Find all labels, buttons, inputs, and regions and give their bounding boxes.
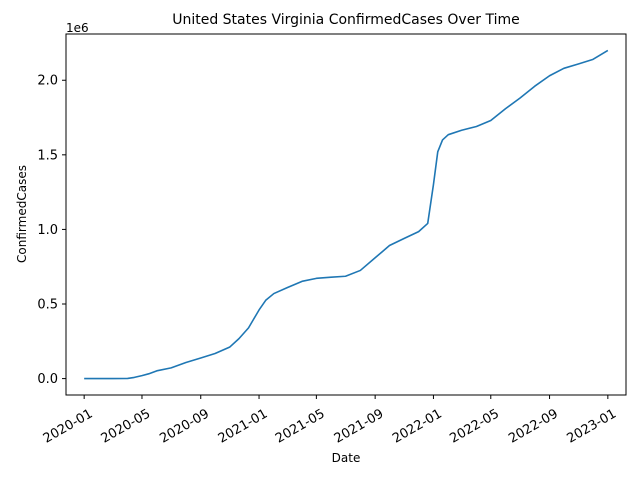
x-tick-label: 2021-01 <box>216 406 271 446</box>
x-tick-label: 2023-01 <box>564 406 619 446</box>
x-axis-label: Date <box>332 451 361 465</box>
axes-frame <box>65 33 627 396</box>
series-line-0 <box>84 49 609 380</box>
y-axis-label: ConfirmedCases <box>15 165 29 263</box>
x-tick-label: 2021-05 <box>273 406 328 446</box>
x-tick-label: 2020-05 <box>99 406 154 446</box>
x-tick-label: 2022-05 <box>447 406 502 446</box>
y-tick-label: 0.0 <box>37 372 58 387</box>
y-axis: 0.0 0.5 1.0 1.5 2.0 <box>37 74 66 387</box>
x-tick-label: 2022-01 <box>390 406 445 446</box>
x-axis: 2020-01 2020-05 2020-09 2021-01 2021-05 2021-… <box>41 395 619 447</box>
y-tick-label: 1.0 <box>37 223 58 238</box>
y-tick-label: 0.5 <box>37 298 58 313</box>
y-tick-label: 1.5 <box>37 148 58 163</box>
x-tick-label: 2022-09 <box>506 406 561 446</box>
x-tick-label: 2021-09 <box>332 406 387 446</box>
plot-area <box>84 49 609 380</box>
x-tick-label: 2020-01 <box>41 406 96 446</box>
y-tick-label: 2.0 <box>37 74 58 89</box>
chart-title: United States Virginia ConfirmedCases Ov… <box>172 12 520 28</box>
y-axis-offset-text: 1e6 <box>66 21 89 35</box>
x-tick-label: 2020-09 <box>157 406 212 446</box>
